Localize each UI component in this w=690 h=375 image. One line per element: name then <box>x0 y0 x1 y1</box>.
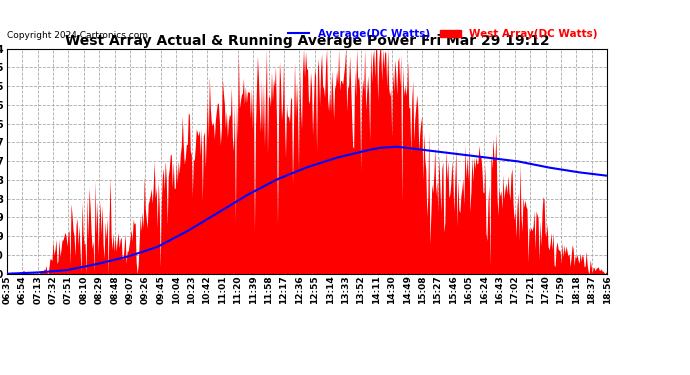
Title: West Array Actual & Running Average Power Fri Mar 29 19:12: West Array Actual & Running Average Powe… <box>65 34 549 48</box>
Text: Copyright 2024 Cartronics.com: Copyright 2024 Cartronics.com <box>7 31 148 40</box>
Legend: Average(DC Watts), West Array(DC Watts): Average(DC Watts), West Array(DC Watts) <box>284 25 602 43</box>
